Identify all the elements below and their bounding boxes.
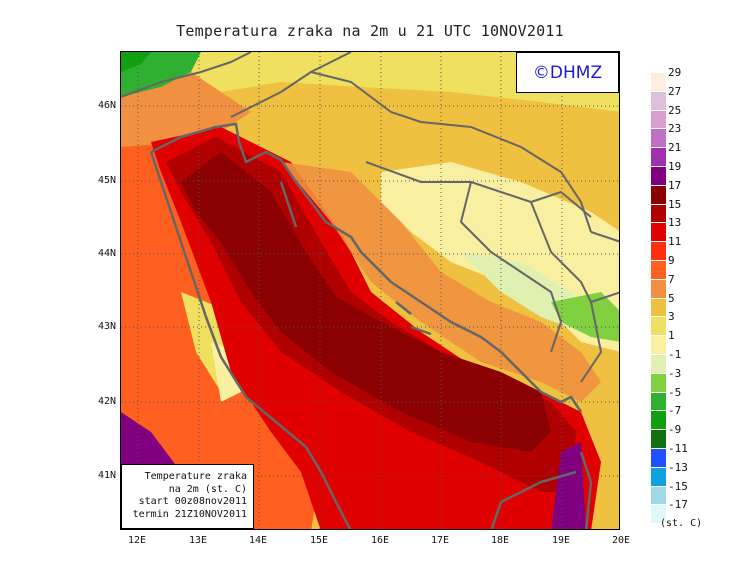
temperature-map-svg bbox=[121, 52, 619, 529]
legend-swatch bbox=[651, 72, 666, 91]
legend-swatch bbox=[651, 147, 666, 166]
field-north-mild bbox=[191, 52, 619, 112]
map-title: Temperatura zraka na 2m u 21 UTC 10NOV20… bbox=[176, 22, 564, 40]
legend-label: 19 bbox=[668, 160, 682, 173]
field-dinaric bbox=[281, 162, 601, 402]
legend-swatch bbox=[651, 109, 666, 129]
legend-label: 3 bbox=[668, 310, 675, 324]
lat-label-42n: 42N bbox=[97, 396, 116, 407]
legend-swatch bbox=[651, 391, 666, 411]
legend-swatch bbox=[651, 128, 666, 148]
legend-label: 29 bbox=[668, 66, 682, 79]
lon-label-19e: 19E bbox=[551, 535, 571, 546]
legend-label: -13 bbox=[668, 460, 688, 474]
lon-label-13e: 13E bbox=[188, 535, 208, 546]
legend-unit: (st. C) bbox=[660, 518, 703, 529]
legend-label: 23 bbox=[668, 122, 682, 136]
legend-swatch bbox=[651, 184, 666, 204]
legend-swatch bbox=[651, 260, 666, 279]
legend-label: -1 bbox=[668, 348, 682, 361]
lat-label-45n: 45N bbox=[97, 175, 116, 186]
legend-label: -5 bbox=[668, 385, 682, 399]
field-adriatic-core bbox=[181, 152, 551, 452]
field-ionian-purple bbox=[551, 442, 586, 529]
lat-label-41n: 41N bbox=[97, 470, 116, 481]
legend-swatch bbox=[651, 241, 666, 260]
legend-swatch bbox=[651, 466, 666, 486]
legend-label: -9 bbox=[668, 423, 682, 437]
lat-label-44n: 44N bbox=[97, 248, 116, 259]
info-line-termin: termin 21Z10NOV2011 bbox=[132, 508, 247, 520]
legend-swatch bbox=[651, 278, 666, 298]
lon-label-12e: 12E bbox=[127, 535, 147, 546]
lon-label-20e: 20E bbox=[611, 535, 631, 546]
legend-label: 9 bbox=[668, 254, 675, 267]
borders bbox=[121, 52, 619, 383]
temperature-map bbox=[120, 51, 620, 530]
legend-label: 13 bbox=[668, 216, 682, 230]
legend-label: 5 bbox=[668, 291, 675, 305]
legend-label: 11 bbox=[668, 235, 682, 249]
legend-label: 15 bbox=[668, 197, 682, 211]
legend-label: -3 bbox=[668, 366, 682, 380]
legend-swatch bbox=[651, 372, 666, 392]
legend-swatch bbox=[651, 316, 666, 336]
legend-swatch bbox=[651, 485, 666, 505]
legend-swatch bbox=[651, 504, 666, 524]
legend-label: 25 bbox=[668, 103, 682, 117]
coastlines bbox=[149, 122, 593, 529]
legend-swatch bbox=[651, 203, 666, 223]
legend-label: -17 bbox=[668, 498, 688, 512]
field-alps-colder bbox=[121, 52, 151, 72]
legend-label: -7 bbox=[668, 404, 682, 418]
info-line-unit: na 2m (st. C) bbox=[168, 483, 247, 495]
legend-label: 1 bbox=[668, 329, 675, 343]
legend-label: 27 bbox=[668, 84, 682, 98]
legend-swatch bbox=[651, 335, 666, 354]
lon-label-17e: 17E bbox=[430, 535, 450, 546]
legend-swatch bbox=[651, 297, 666, 317]
lon-label-18e: 18E bbox=[490, 535, 510, 546]
legend-swatch bbox=[651, 410, 666, 430]
legend-label: 7 bbox=[668, 272, 675, 286]
graticule bbox=[121, 52, 619, 529]
legend-swatch bbox=[651, 166, 666, 185]
legend-swatch bbox=[651, 448, 666, 467]
legend-swatch bbox=[651, 90, 666, 110]
info-line-start: start 00z08nov2011 bbox=[138, 496, 247, 507]
legend-swatch bbox=[651, 354, 666, 373]
legend-label: 17 bbox=[668, 178, 682, 192]
lon-label-15e: 15E bbox=[309, 535, 329, 546]
legend-swatch bbox=[651, 222, 666, 242]
info-line-variable: Temperature zraka bbox=[144, 471, 247, 482]
field-serbia-cold bbox=[551, 292, 619, 342]
legend-swatch bbox=[651, 429, 666, 448]
lat-label-46n: 46N bbox=[97, 100, 116, 111]
info-box: Temperature zraka na 2m (st. C) start 00… bbox=[121, 464, 254, 529]
lon-label-16e: 16E bbox=[370, 535, 390, 546]
lon-label-14e: 14E bbox=[248, 535, 268, 546]
legend-label: -11 bbox=[668, 442, 688, 455]
lat-label-43n: 43N bbox=[97, 321, 116, 332]
legend-label: 21 bbox=[668, 141, 682, 155]
legend-label: -15 bbox=[668, 479, 688, 493]
copyright-badge: ©DHMZ bbox=[516, 52, 619, 93]
